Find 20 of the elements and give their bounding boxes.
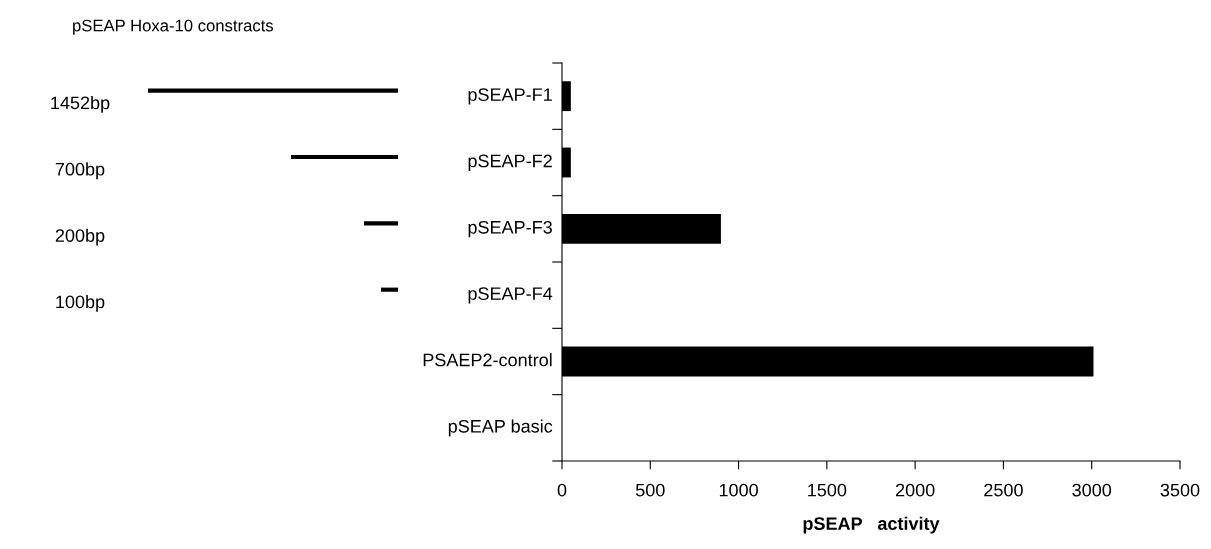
text: pSEAP Hoxa-10 constracts [73, 19, 274, 35]
y-tick-label: pSEAP-F1 [468, 88, 552, 105]
x-tick-label: 3000 [1072, 483, 1112, 497]
text: 700bp [55, 162, 105, 180]
x-tick-label: 500 [635, 483, 665, 497]
y-tick-label: PSAEP2-control [423, 353, 552, 367]
x-tick-label: 1500 [808, 483, 847, 497]
x-tick-label: 1000 [719, 483, 758, 497]
y-tick-label: pSEAP basic [448, 419, 553, 437]
x-axis-title: pSEAP activity [803, 516, 940, 534]
x-tick-label: 2000 [895, 483, 935, 497]
text: 1452bp [51, 95, 110, 113]
y-tick-label: pSEAP-F2 [468, 154, 552, 171]
y-tick-label: pSEAP-F4 [468, 287, 553, 304]
x-tick-label: 3500 [1160, 483, 1200, 497]
x-tick-label: 0 [557, 483, 567, 497]
x-tick-label: 2500 [984, 483, 1023, 497]
text: 200bp [55, 228, 105, 246]
y-tick-label: pSEAP-F3 [468, 220, 552, 238]
text: 100bp [56, 294, 105, 312]
